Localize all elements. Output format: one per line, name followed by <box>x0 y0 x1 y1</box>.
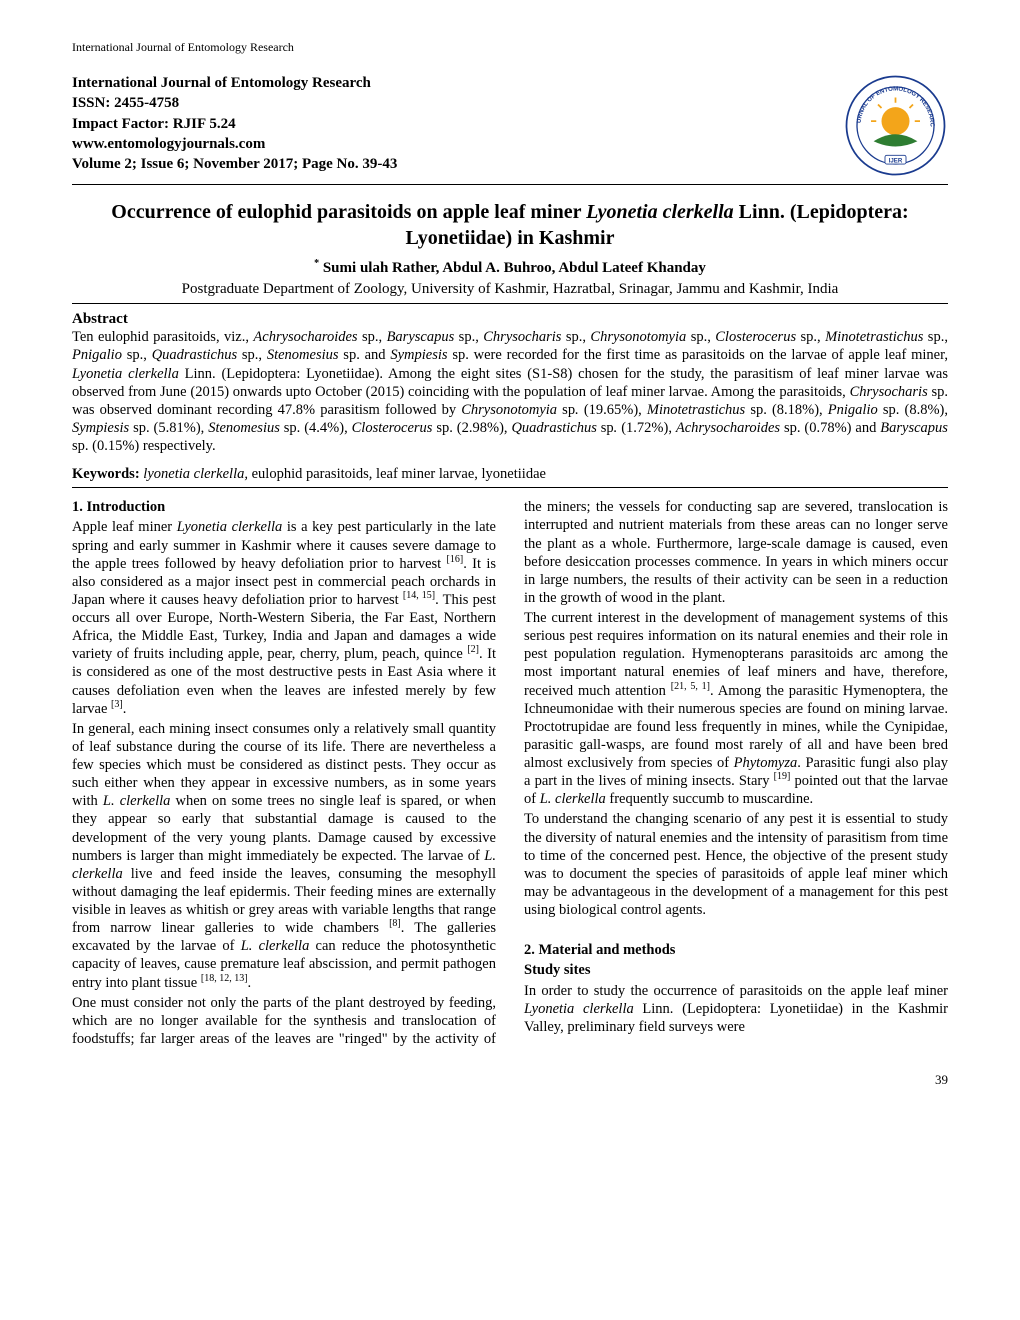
paragraph <box>524 921 948 939</box>
masthead-text: International Journal of Entomology Rese… <box>72 73 397 174</box>
svg-text:IJER: IJER <box>889 157 903 164</box>
divider <box>72 184 948 185</box>
section-heading: 2. Material and methods <box>524 941 948 959</box>
paragraph: In order to study the occurrence of para… <box>524 982 948 1036</box>
authors: * Sumi ulah Rather, Abdul A. Buhroo, Abd… <box>72 259 948 278</box>
keywords-italic: lyonetia clerkella, <box>140 466 248 482</box>
journal-logo-icon: JOURNAL OF ENTOMOLOGY RESEARCH IJER <box>843 73 948 178</box>
affiliation: Postgraduate Department of Zoology, Univ… <box>72 280 948 299</box>
keywords-rest: eulophid parasitoids, leaf miner larvae,… <box>248 466 546 482</box>
running-head: International Journal of Entomology Rese… <box>72 40 948 55</box>
paragraph: The current interest in the development … <box>524 609 948 808</box>
masthead: International Journal of Entomology Rese… <box>72 73 948 178</box>
body-columns: 1. Introduction Apple leaf miner Lyoneti… <box>72 498 948 1048</box>
abstract-body: Ten eulophid parasitoids, viz., Achrysoc… <box>72 328 948 455</box>
paragraph: In general, each mining insect consumes … <box>72 720 496 992</box>
title-species: Lyonetia clerkella <box>586 201 734 223</box>
paragraph: To understand the changing scenario of a… <box>524 810 948 919</box>
divider <box>72 487 948 488</box>
volume-line: Volume 2; Issue 6; November 2017; Page N… <box>72 154 397 174</box>
impact-factor: Impact Factor: RJIF 5.24 <box>72 114 397 134</box>
abstract-heading: Abstract <box>72 310 948 329</box>
keywords: Keywords: lyonetia clerkella, eulophid p… <box>72 465 948 483</box>
journal-url: www.entomologyjournals.com <box>72 134 397 154</box>
page-number: 39 <box>72 1072 948 1088</box>
subsection-heading: Study sites <box>524 961 948 979</box>
article-title: Occurrence of eulophid parasitoids on ap… <box>72 199 948 251</box>
issn: ISSN: 2455-4758 <box>72 93 397 113</box>
title-pre: Occurrence of eulophid parasitoids on ap… <box>111 201 586 223</box>
author-names: Sumi ulah Rather, Abdul A. Buhroo, Abdul… <box>319 260 706 276</box>
divider <box>72 303 948 304</box>
paragraph: Apple leaf miner Lyonetia clerkella is a… <box>72 518 496 717</box>
section-heading: 1. Introduction <box>72 498 496 516</box>
keywords-label: Keywords: <box>72 466 140 482</box>
journal-name: International Journal of Entomology Rese… <box>72 73 397 93</box>
